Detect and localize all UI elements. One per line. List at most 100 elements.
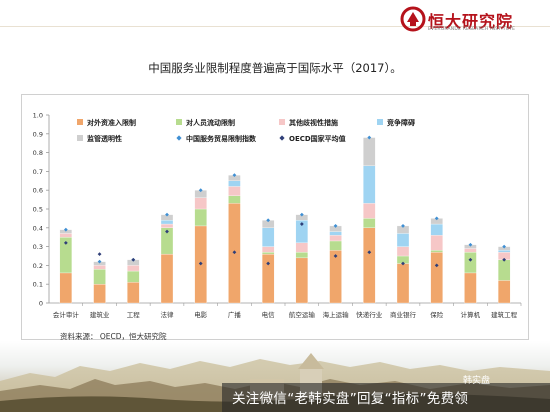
legend-swatch: [377, 119, 383, 125]
bar-segment: [93, 265, 106, 270]
bar-segment: [396, 246, 410, 257]
china-index-marker: [367, 135, 372, 140]
wechat-watermark: 韩实盘: [463, 376, 491, 386]
bar-segment: [363, 137, 376, 166]
china-index-marker: [299, 212, 304, 217]
y-tick-label: 0.6: [33, 187, 43, 195]
bar-segment: [93, 284, 106, 304]
bar-segment: [430, 223, 443, 236]
oecd-average-marker: [131, 257, 136, 262]
bar-segment: [261, 227, 275, 247]
y-tick-label: 0.3: [33, 243, 43, 251]
y-tick-label: 1.0: [33, 112, 43, 120]
y-tick-label: 0.8: [33, 149, 43, 157]
page-title: 中国服务业限制程度普遍高于国际水平（2017）。: [148, 61, 402, 75]
china-index-marker: [232, 173, 237, 178]
bar-segment: [261, 246, 275, 253]
promo-banner: [222, 383, 550, 412]
oecd-average-marker: [299, 222, 304, 226]
bar-segment: [396, 233, 410, 247]
china-index-marker: [97, 259, 102, 264]
bar-segment: [261, 252, 275, 255]
bar-segment: [160, 220, 174, 225]
bar-segment: [295, 242, 309, 253]
legend-label: 对外资准入限制: [87, 118, 136, 127]
legend-label: 中国服务贸易限制指数: [186, 134, 257, 143]
x-tick-label: 商业银行: [390, 310, 417, 319]
legend-marker: [279, 135, 285, 141]
legend-marker: [176, 135, 182, 141]
oecd-average-marker: [232, 250, 237, 255]
bar-segment: [363, 165, 376, 204]
bar-segment: [497, 280, 511, 304]
x-tick-label: 航空运输: [289, 310, 316, 319]
legend-label: 对人员流动限制: [186, 118, 235, 127]
x-tick-label: 电信: [262, 310, 276, 319]
bar-segment: [430, 235, 443, 251]
x-tick-label: 保险: [430, 310, 444, 319]
bar-segment: [59, 233, 73, 238]
china-index-marker: [333, 224, 338, 228]
bar-segment: [127, 265, 140, 272]
bar-segment: [127, 282, 140, 304]
bar-segment: [160, 253, 174, 304]
stacked-bar-chart: 0 0.1 0.2 0.3 0.4 0.5 0.6 0.7 0.8 0.9 1.0 会计审计 建筑业 工程…: [33, 112, 522, 319]
oecd-average-marker: [367, 250, 372, 255]
oecd-average-marker: [401, 261, 405, 266]
bar-segment: [261, 253, 275, 304]
logo-subtext: EVERGRANDE RESEARCH INSTITUTE: [428, 27, 516, 32]
x-tick-label: 法律: [161, 310, 175, 319]
x-tick-label: 建筑业: [90, 310, 110, 319]
bar-segment: [430, 250, 443, 253]
legend-swatch: [176, 119, 182, 125]
china-index-marker: [434, 216, 439, 221]
bar-segment: [363, 227, 376, 304]
x-tick-label: 会计审计: [53, 310, 80, 319]
logo: 恒大研究院 EVERGRANDE RESEARCH INSTITUTE: [400, 4, 530, 46]
china-index-marker: [468, 242, 473, 247]
y-tick-label: 0.7: [33, 168, 43, 176]
y-tick-label: 0.5: [33, 206, 43, 214]
bar-segment: [59, 272, 73, 304]
y-tick-label: 0: [39, 300, 43, 308]
bar-segment: [464, 252, 477, 274]
x-tick-label: 电影: [194, 310, 208, 319]
bar-segment: [497, 259, 511, 281]
bar-segment: [127, 270, 140, 283]
oecd-average-marker: [198, 261, 203, 266]
oecd-average-marker: [434, 263, 439, 268]
bar-segment: [295, 257, 309, 304]
legend-swatch: [279, 119, 285, 125]
bar-segment: [228, 195, 241, 204]
oecd-average-marker: [502, 257, 507, 262]
bar-segment: [295, 252, 309, 259]
bar-segment: [497, 250, 511, 253]
y-tick-label: 0.9: [33, 130, 43, 138]
logo-emblem-icon: [400, 6, 426, 32]
bar-segment: [363, 218, 376, 228]
bar-segment: [329, 240, 342, 251]
oecd-average-marker: [468, 257, 473, 262]
china-index-marker: [198, 188, 203, 193]
bar-segment: [329, 235, 342, 242]
bar-segment: [329, 231, 342, 236]
bar-segment: [396, 263, 410, 304]
x-tick-label: 工程: [127, 310, 140, 319]
x-tick-label: 计算机: [461, 310, 481, 319]
bar-segment: [228, 186, 241, 196]
bar-segment: [329, 250, 342, 304]
x-tick-label: 快递行业: [356, 310, 383, 319]
bar-segment: [430, 252, 443, 304]
oecd-average-marker: [165, 229, 169, 234]
chart-frame: [21, 94, 529, 340]
bar-segment: [228, 180, 241, 187]
china-index-marker: [502, 244, 507, 249]
x-tick-label: 海上运输: [323, 310, 350, 319]
y-tick-label: 0.2: [33, 262, 43, 270]
legend-swatch: [77, 135, 83, 141]
y-tick-label: 0.1: [33, 281, 43, 289]
legend-label: OECD国家平均值: [289, 134, 346, 143]
promo-text: 关注微信“老韩实盘”回复“指标”免费领: [232, 391, 469, 407]
bar-segment: [194, 208, 207, 227]
x-tick-label: 广播: [228, 310, 242, 319]
